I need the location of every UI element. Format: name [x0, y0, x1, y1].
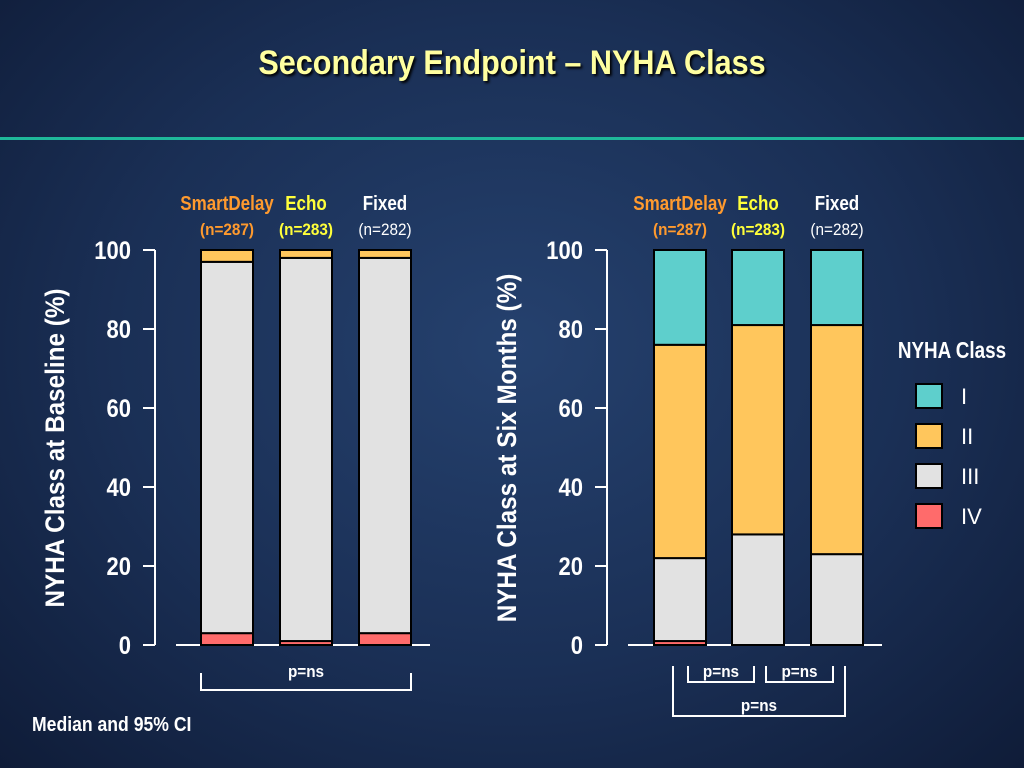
panel1-bar-fixed-class-iv [358, 632, 412, 647]
panel2-comparison-bracket-1 [687, 666, 755, 683]
panel2-category-count-echo: (n=283) [731, 220, 785, 239]
panel2-bar-echo-class-ii [731, 324, 785, 536]
legend-swatch-class-ii [915, 423, 943, 449]
panel2-comparison-bracket-2 [765, 666, 834, 683]
panel2-bar-smartdelay-class-i [653, 249, 707, 346]
panel1-bar-smartdelay-class-ii [200, 249, 254, 263]
panel1-ytick-label-60: 60 [107, 395, 131, 423]
panel1-category-label-fixed: Fixed [363, 192, 407, 215]
legend-swatch-class-iii [915, 463, 943, 489]
panel1-category-count-echo: (n=283) [279, 220, 333, 239]
panel2-comparison-label-1: p=ns [703, 662, 739, 681]
panel2-ytick-label-20: 20 [559, 553, 583, 581]
panel2-bar-fixed-class-iii [810, 553, 864, 647]
panel2-comparison-label-2: p=ns [781, 662, 817, 681]
panel1-category-count-smartdelay: (n=287) [200, 220, 254, 239]
panel1-category-count-fixed: (n=282) [358, 220, 411, 239]
legend-label-class-i: I [961, 384, 967, 409]
legend-swatch-class-iv [915, 503, 943, 529]
panel1-comparison-label-1: p=ns [288, 662, 324, 681]
panel2-bar-fixed-class-i [810, 249, 864, 327]
panel2-comparison-label-3: p=ns [741, 696, 777, 715]
panel1-y-axis-label: NYHA Class at Baseline (%) [41, 289, 70, 608]
panel1-category-label-echo: Echo [285, 192, 327, 215]
panel2-bar-echo-class-i [731, 249, 785, 327]
panel1-ytick-label-40: 40 [107, 474, 131, 502]
legend-label-class-iii: III [961, 464, 979, 489]
panel1-bar-echo-class-ii [279, 249, 333, 259]
slide-title: Secondary Endpoint – NYHA Class [258, 44, 766, 82]
panel2-comparison-bracket-3 [672, 666, 846, 717]
legend-label-class-iv: IV [961, 504, 982, 529]
panel1-bar-fixed-class-iii [358, 256, 412, 635]
panel2-y-axis-label: NYHA Class at Six Months (%) [493, 274, 522, 623]
panel2-bar-smartdelay-class-ii [653, 343, 707, 560]
legend-title: NYHA Class [898, 338, 1006, 363]
panel2-category-label-smartdelay: SmartDelay [633, 192, 727, 215]
panel1-bar-smartdelay-class-iii [200, 260, 254, 635]
legend-swatch-class-i [915, 383, 943, 409]
panel2-ytick-label-40: 40 [559, 474, 583, 502]
panel1-ytick-label-100: 100 [94, 237, 131, 265]
panel2-category-label-echo: Echo [737, 192, 779, 215]
panel1-bar-echo-class-iii [279, 256, 333, 643]
panel1-ytick-label-0: 0 [119, 632, 131, 660]
legend-label-class-ii: II [961, 424, 973, 449]
panel2-ytick-label-100: 100 [546, 237, 583, 265]
panel2-ytick-label-80: 80 [559, 316, 583, 344]
panel2-ytick-label-60: 60 [559, 395, 583, 423]
title-divider [0, 137, 1024, 140]
panel1-bar-smartdelay-class-iv [200, 632, 254, 647]
panel1-ytick-label-20: 20 [107, 553, 131, 581]
panel1-comparison-bracket-1 [200, 673, 412, 691]
panel1-bar-fixed-class-ii [358, 249, 412, 259]
footnote: Median and 95% CI [32, 714, 192, 736]
panel2-ytick-label-0: 0 [571, 632, 583, 660]
panel2-category-count-smartdelay: (n=287) [653, 220, 707, 239]
panel2-bar-smartdelay-class-iii [653, 557, 707, 643]
panel1-ytick-label-80: 80 [107, 316, 131, 344]
panel1-category-label-smartdelay: SmartDelay [180, 192, 274, 215]
panel2-bar-echo-class-iii [731, 533, 785, 647]
panel2-category-label-fixed: Fixed [815, 192, 859, 215]
panel2-bar-fixed-class-ii [810, 324, 864, 556]
panel2-category-count-fixed: (n=282) [810, 220, 863, 239]
